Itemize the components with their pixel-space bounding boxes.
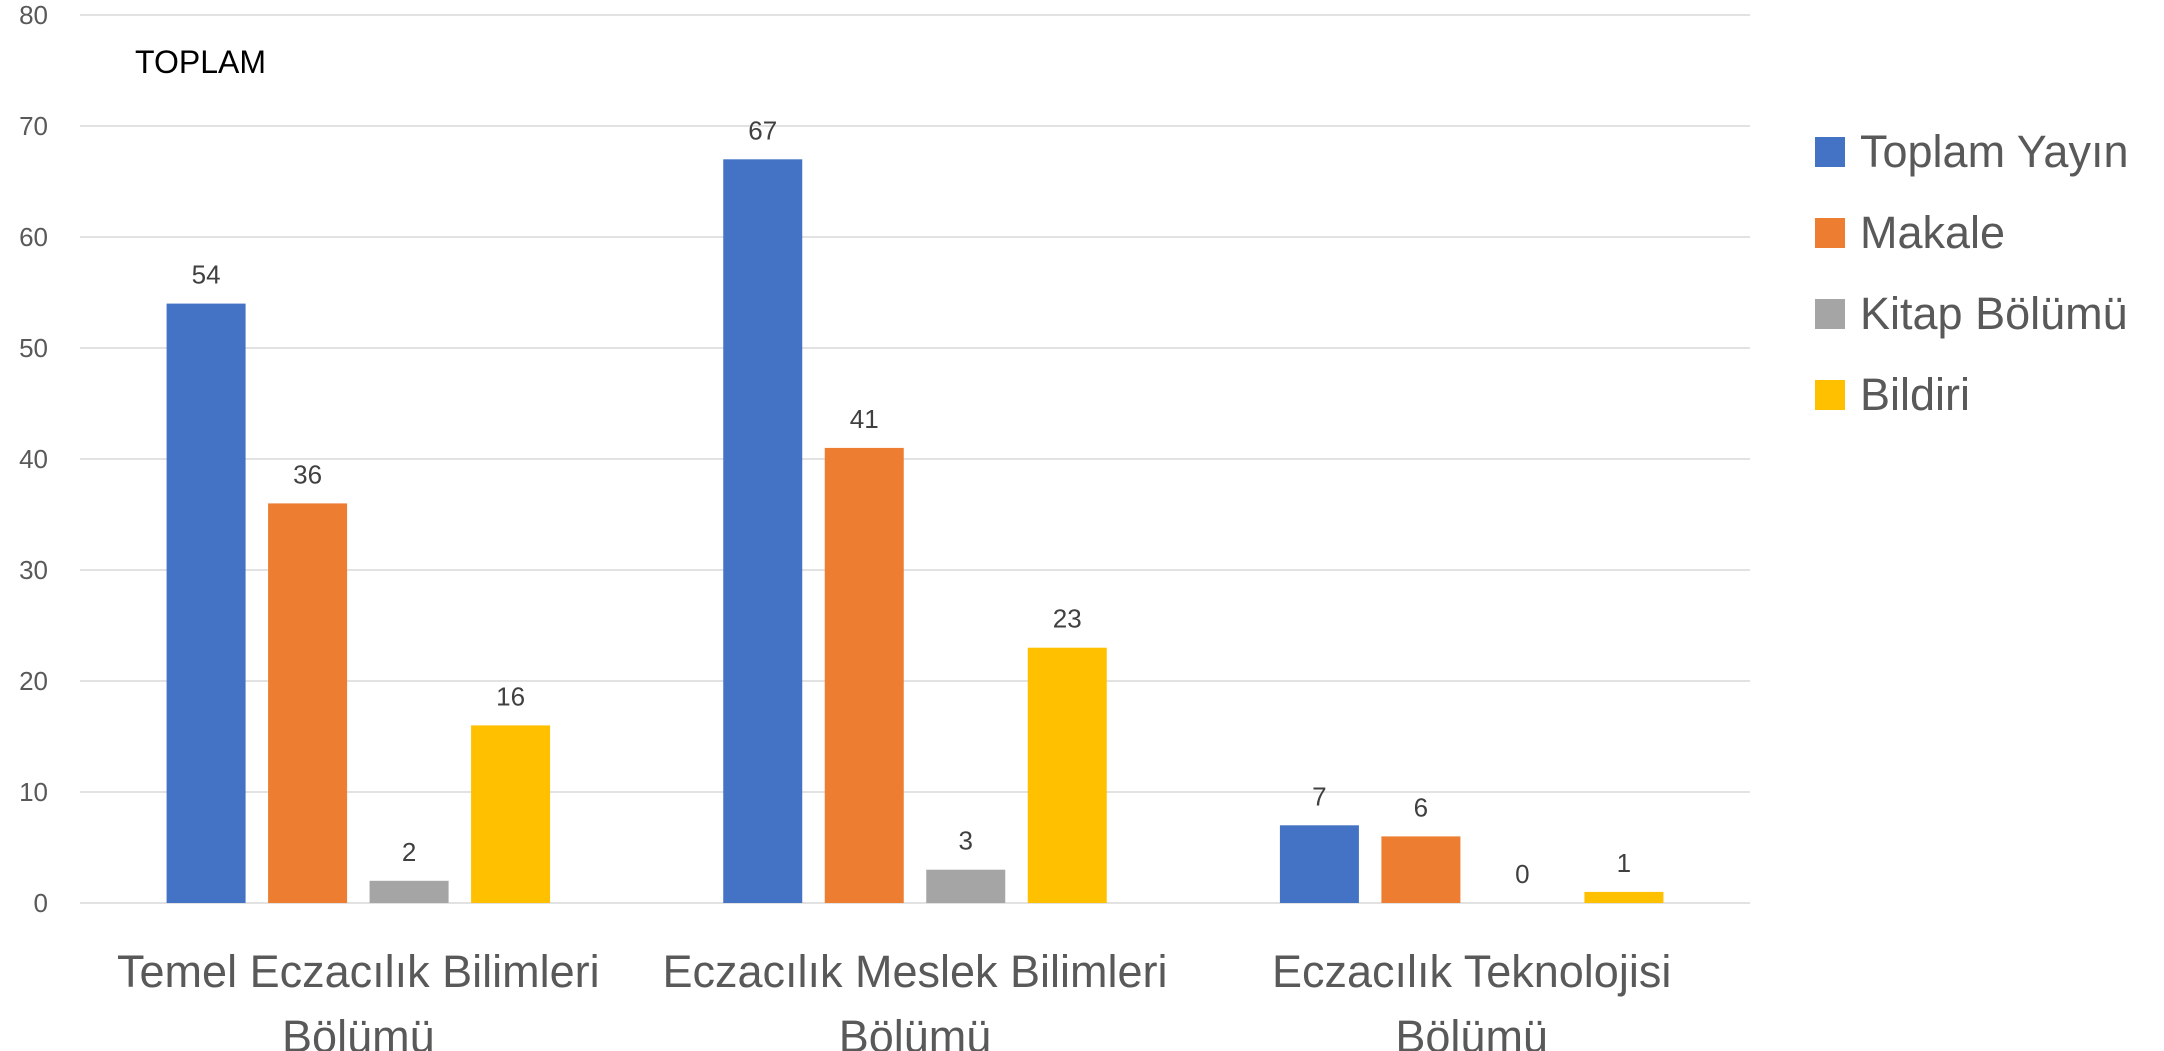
y-tick-label: 50 [19, 333, 48, 363]
bar [824, 447, 904, 903]
legend-label: Makale [1860, 207, 2005, 258]
gridlines [80, 14, 1750, 904]
legend-label: Kitap Bölümü [1860, 288, 2128, 339]
y-axis-ticks: 0 10 20 30 40 50 60 70 80 [19, 0, 48, 918]
legend-label: Toplam Yayın [1860, 126, 2128, 177]
y-tick-label: 20 [19, 666, 48, 696]
chart-title: TOPLAM [135, 44, 266, 80]
data-label: 2 [402, 837, 416, 867]
legend: Toplam Yayın Makale Kitap Bölümü Bildiri [1815, 126, 2128, 420]
data-label: 16 [496, 681, 525, 711]
bar [1381, 836, 1461, 903]
data-labels: 54 36 2 16 67 41 3 23 7 6 0 1 [192, 115, 1632, 889]
bar [1027, 647, 1107, 903]
legend-label: Bildiri [1860, 369, 1970, 420]
y-tick-label: 0 [34, 888, 48, 918]
y-tick-label: 30 [19, 555, 48, 585]
x-category-label: Temel Eczacılık Bilimleri [117, 946, 600, 997]
data-label: 23 [1053, 604, 1082, 634]
bar [471, 725, 551, 903]
y-tick-label: 40 [19, 444, 48, 474]
bar [166, 303, 246, 904]
bar [268, 503, 348, 903]
y-tick-label: 10 [19, 777, 48, 807]
legend-swatch [1815, 218, 1845, 248]
bar [1584, 891, 1664, 903]
x-category-label: Eczacılık Meslek Bilimleri [662, 946, 1167, 997]
data-label: 67 [748, 115, 777, 145]
x-category-label: Bölümü [1395, 1011, 1548, 1051]
bar [369, 880, 449, 903]
data-label: 7 [1312, 781, 1326, 811]
data-label: 6 [1414, 792, 1428, 822]
y-tick-label: 70 [19, 111, 48, 141]
y-tick-label: 80 [19, 0, 48, 30]
x-category-label: Eczacılık Teknolojisi [1272, 946, 1671, 997]
bar [926, 869, 1006, 903]
legend-swatch [1815, 137, 1845, 167]
data-label: 1 [1617, 848, 1631, 878]
bar [1279, 825, 1359, 903]
legend-swatch [1815, 380, 1845, 410]
data-label: 3 [959, 826, 973, 856]
bars [166, 159, 1664, 904]
data-label: 54 [192, 260, 221, 290]
data-label: 0 [1515, 859, 1529, 889]
y-tick-label: 60 [19, 222, 48, 252]
data-label: 36 [293, 459, 322, 489]
x-category-label: Bölümü [839, 1011, 992, 1051]
x-axis-category-labels: Temel Eczacılık Bilimleri Bölümü Eczacılık… [117, 946, 1671, 1051]
data-label: 41 [850, 404, 879, 434]
legend-swatch [1815, 299, 1845, 329]
x-category-label: Bölümü [282, 1011, 435, 1051]
bar [723, 159, 803, 904]
